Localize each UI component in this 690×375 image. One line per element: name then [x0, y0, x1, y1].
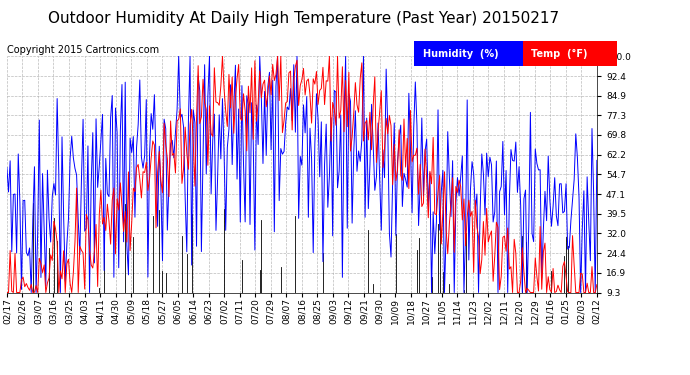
Text: Copyright 2015 Cartronics.com: Copyright 2015 Cartronics.com [7, 45, 159, 55]
Text: Outdoor Humidity At Daily High Temperature (Past Year) 20150217: Outdoor Humidity At Daily High Temperatu… [48, 11, 559, 26]
Text: Temp  (°F): Temp (°F) [531, 48, 587, 58]
Text: Humidity  (%): Humidity (%) [423, 48, 498, 58]
